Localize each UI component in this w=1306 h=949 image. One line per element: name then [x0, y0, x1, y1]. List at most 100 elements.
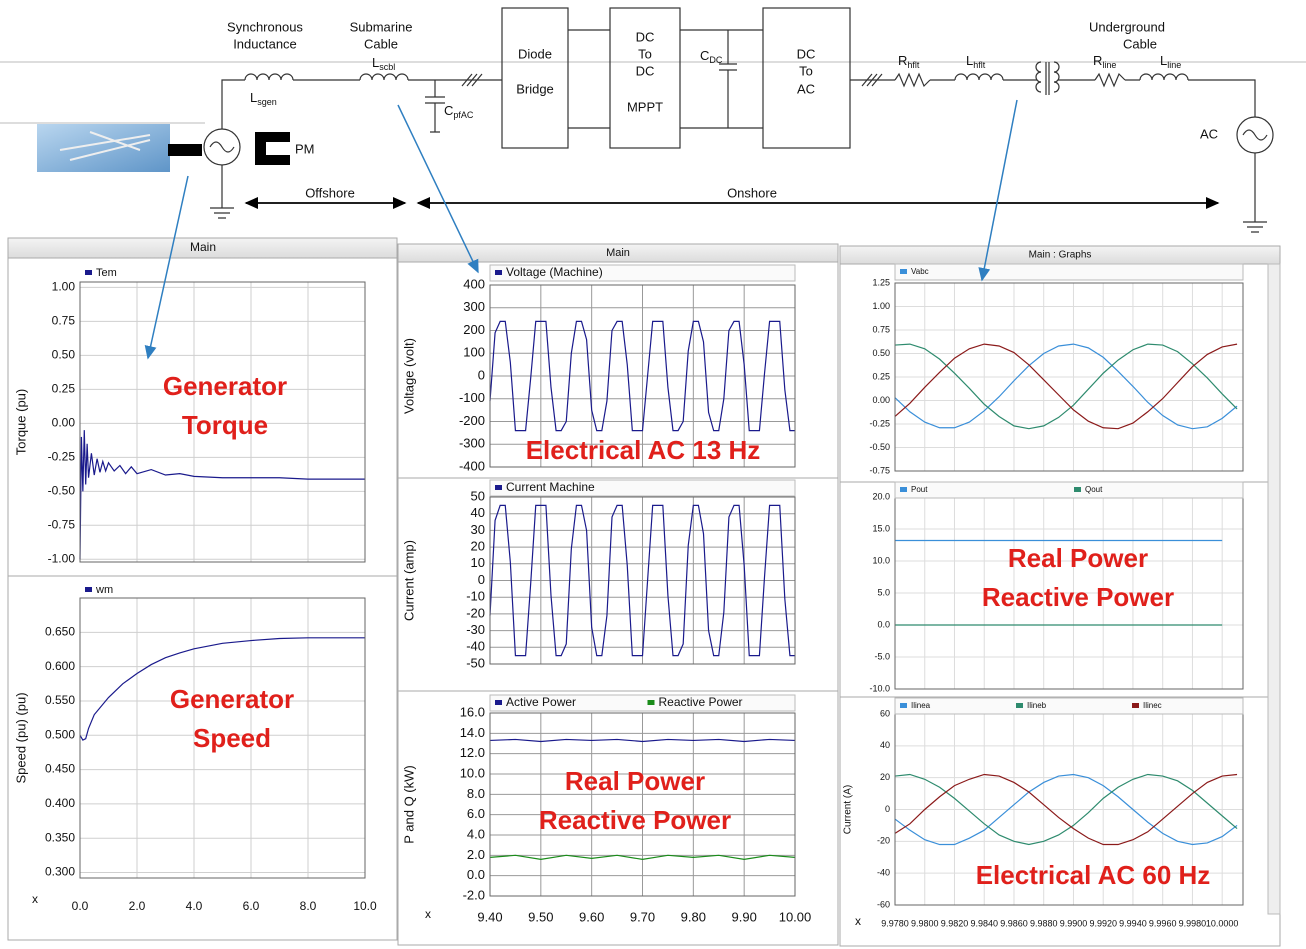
label: AC: [797, 81, 815, 96]
y-tick-label: -20: [877, 836, 890, 846]
legend-swatch: [85, 270, 92, 275]
label: DC: [636, 63, 655, 78]
y-tick-label: 0.0: [877, 619, 890, 629]
inductor: [244, 73, 294, 81]
x-tick-label: 9.70: [630, 909, 655, 924]
label: To: [799, 63, 813, 78]
subscript: DC: [709, 55, 722, 65]
symbol: C: [700, 48, 709, 63]
y-tick-label: -40: [877, 868, 890, 878]
y-tick-label: 100: [463, 345, 485, 360]
legend-label: Active Power: [506, 695, 576, 709]
plot-frame: [489, 712, 796, 897]
plot-area: [80, 598, 365, 878]
legend-label: Ilineb: [1027, 701, 1047, 710]
y-tick-label: -400: [459, 458, 485, 473]
y-tick-label: 1.25: [872, 277, 890, 287]
x-axis-label: x: [425, 907, 431, 921]
hatch: [861, 73, 883, 87]
data-line: [894, 343, 1238, 430]
y-tick-label: -60: [877, 899, 890, 909]
y-tick-label: 50: [471, 488, 485, 503]
legend-label: Qout: [1085, 485, 1103, 494]
y-tick-label: 60: [880, 708, 890, 718]
y-tick-label: 10.0: [460, 765, 485, 780]
y-tick-label: 0.500: [45, 727, 75, 741]
y-tick-label: 0: [478, 367, 485, 382]
x-tick-label: 9.9880: [1030, 918, 1058, 928]
panel-header: [7, 237, 398, 259]
label: Rhflt: [898, 53, 920, 70]
y-tick-label: -10: [466, 589, 485, 604]
symbol: L: [966, 53, 973, 68]
x-tick-label: 9.90: [732, 909, 757, 924]
y-axis-label: Voltage (volt): [401, 338, 416, 414]
charts: 1.000.750.500.250.00-0.25-0.50-0.75-1.00…: [13, 263, 1244, 928]
y-tick-label: -200: [459, 413, 485, 428]
label: AC: [1200, 126, 1218, 141]
symbol: L: [250, 90, 257, 105]
turbine-blades: [59, 131, 151, 161]
legend-box: [489, 264, 796, 282]
y-tick-label: 200: [463, 322, 485, 337]
y-tick-label: 0.300: [45, 865, 75, 879]
y-tick-label: 0: [885, 804, 890, 814]
legend-box: [894, 481, 1244, 499]
y-tick-label: -1.00: [48, 551, 76, 565]
legend-label: Ilinea: [911, 701, 931, 710]
plot-area: [80, 282, 365, 562]
symbol: L: [372, 55, 379, 70]
data-line: [79, 430, 365, 560]
y-tick-label: 300: [463, 299, 485, 314]
y-tick-label: 0.550: [45, 693, 75, 707]
y-tick-label: 20: [471, 539, 485, 554]
plot-frame: [79, 597, 366, 879]
arrow: [397, 104, 479, 274]
annotation: Generator: [163, 371, 287, 401]
data-line: [489, 854, 796, 861]
y-tick-label: 10: [471, 555, 485, 570]
y-tick-label: 0.50: [52, 348, 76, 362]
y-axis-label: Torque (pu): [13, 389, 28, 455]
y-tick-label: -0.50: [48, 483, 76, 497]
legend-swatch: [647, 700, 655, 705]
data-line: [894, 773, 1238, 846]
ground: [1243, 153, 1267, 233]
x-tick-label: 9.80: [681, 909, 706, 924]
inductor: [954, 73, 1004, 81]
y-tick-label: 0.25: [872, 371, 890, 381]
legend-swatch: [495, 700, 502, 705]
data-line: [489, 320, 795, 432]
subscript: scbl: [379, 62, 395, 72]
x-tick-label: 10.0000: [1206, 918, 1239, 928]
label: Lsgen: [250, 90, 277, 107]
legend-box: [489, 479, 796, 497]
y-tick-label: -300: [459, 436, 485, 451]
annotation: Real Power: [565, 766, 705, 796]
symbol: C: [444, 103, 453, 118]
legend-label: Ilinec: [1143, 701, 1162, 710]
label: Inductance: [233, 36, 297, 51]
scrollbar[interactable]: [1267, 263, 1281, 915]
panel-title: Main: [606, 247, 630, 259]
legend-label: Voltage (Machine): [506, 265, 603, 279]
y-tick-label: 0.400: [45, 796, 75, 810]
annotation: Generator: [170, 684, 294, 714]
annotation: Electrical AC 13 Hz: [526, 435, 761, 465]
x-tick-label: 9.9960: [1149, 918, 1177, 928]
x-tick-label: 9.50: [528, 909, 553, 924]
panel-title: Main: [190, 240, 216, 254]
y-axis-label: Current (amp): [401, 540, 416, 621]
y-tick-label: -0.25: [48, 450, 76, 464]
y-tick-label: -20: [466, 605, 485, 620]
x-tick-label: 9.9940: [1119, 918, 1147, 928]
permanent-magnet: [255, 132, 290, 165]
y-tick-label: 10.0: [872, 555, 890, 565]
wire: [221, 79, 502, 129]
circuit-diagram: Synchronous Inductance Submarine Cable U…: [0, 7, 1306, 233]
x-axis-label: x: [32, 892, 38, 906]
x-tick-label: 9.40: [477, 909, 502, 924]
y-tick-label: 1.00: [872, 301, 890, 311]
plot-frame: [894, 282, 1244, 472]
